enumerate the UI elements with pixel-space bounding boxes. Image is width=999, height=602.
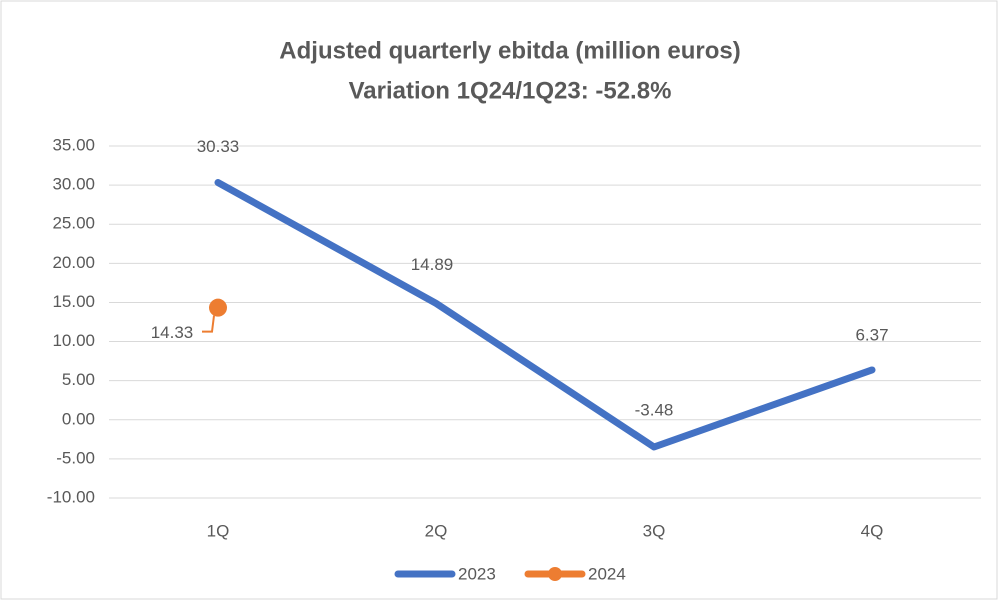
- y-tick-label: 25.00: [52, 214, 95, 233]
- data-label: 6.37: [855, 325, 888, 344]
- data-label: 14.33: [151, 323, 194, 342]
- data-label: -3.48: [635, 400, 674, 419]
- x-tick-label: 2Q: [425, 521, 448, 540]
- y-tick-label: 30.00: [52, 175, 95, 194]
- data-label: 30.33: [197, 137, 240, 156]
- point-marker: [209, 298, 227, 317]
- x-tick-label: 1Q: [207, 521, 230, 540]
- y-tick-label: 15.00: [52, 292, 95, 311]
- y-tick-label: 20.00: [52, 253, 95, 272]
- y-tick-label: -5.00: [56, 448, 95, 467]
- leader-line: [202, 315, 215, 333]
- chart-subtitle: Variation 1Q24/1Q23: -52.8%: [349, 77, 672, 104]
- x-tick-label: 4Q: [861, 521, 884, 540]
- y-tick-label: 0.00: [62, 409, 95, 428]
- y-tick-label: 5.00: [62, 370, 95, 389]
- x-tick-label: 3Q: [643, 521, 666, 540]
- legend-marker: [548, 567, 562, 581]
- y-tick-label: 35.00: [52, 135, 95, 154]
- line-series: [214, 179, 876, 451]
- y-tick-label: 10.00: [52, 331, 95, 350]
- data-label: 14.89: [411, 255, 454, 274]
- legend-label: 2023: [458, 564, 496, 583]
- y-tick-label: -10.00: [47, 487, 95, 506]
- chart-title: Adjusted quarterly ebitda (million euros…: [279, 37, 740, 64]
- legend-label: 2024: [588, 564, 626, 583]
